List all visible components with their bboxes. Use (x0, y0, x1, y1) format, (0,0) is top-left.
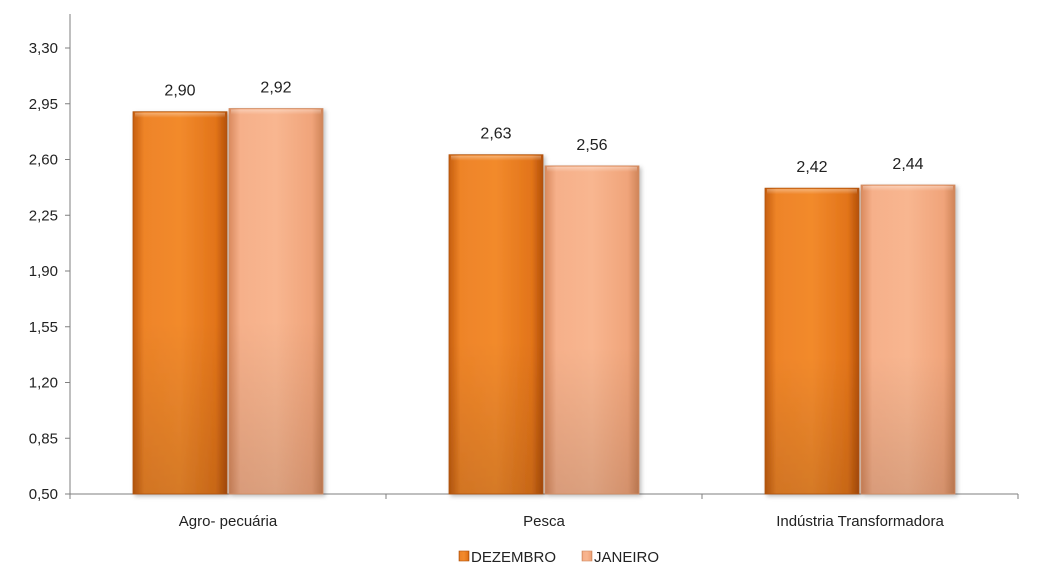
bar-dezembro (448, 154, 544, 495)
data-label: 2,42 (796, 159, 827, 176)
bar-shade-bottom (229, 320, 323, 494)
bar-janeiro (544, 165, 640, 495)
y-tick-label: 0,85 (29, 430, 58, 447)
bar-shade-bottom (765, 356, 859, 494)
bar-janeiro (860, 184, 956, 495)
y-tick-label: 2,95 (29, 96, 58, 113)
bar-shade-bottom (545, 346, 639, 494)
y-tick-label: 1,20 (29, 375, 58, 392)
y-tick-label: 1,55 (29, 319, 58, 336)
bar-outline (228, 108, 324, 495)
bar-bevel-top (547, 166, 637, 172)
data-label: 2,92 (260, 80, 291, 97)
bar-bevel-top (231, 109, 321, 115)
y-tick-label: 2,25 (29, 207, 58, 224)
legend-label: DEZEMBRO (471, 549, 556, 566)
bar-outline (544, 165, 640, 495)
bar-janeiro (228, 108, 324, 495)
bar-bevel-top (135, 112, 225, 118)
data-label: 2,44 (892, 156, 923, 173)
bar-bevel-top (451, 155, 541, 161)
legend-swatch (581, 550, 593, 562)
legend-label: JANEIRO (594, 549, 659, 566)
bar-shade-bottom (861, 354, 955, 494)
bar-shade-bottom (133, 321, 227, 494)
bar-outline (132, 111, 228, 495)
bar-outline (764, 187, 860, 495)
data-label: 2,90 (164, 83, 195, 100)
x-category-label: Agro- pecuária (179, 513, 278, 530)
legend: DEZEMBRO JANEIRO (458, 549, 659, 566)
legend-swatch (458, 550, 470, 562)
legend-item-dezembro: DEZEMBRO (458, 549, 556, 566)
x-category-label: Indústria Transformadora (776, 513, 944, 530)
data-labels: 2,90 2,92 2,63 2,56 2,42 2,44 (164, 80, 923, 177)
x-category-label: Pesca (523, 513, 565, 530)
data-label: 2,63 (480, 126, 511, 143)
y-tick-label: 2,60 (29, 152, 58, 169)
bar-outline (448, 154, 544, 495)
bar-outline (860, 184, 956, 495)
bar-bevel-top (863, 185, 953, 191)
y-tick-label: 1,90 (29, 263, 58, 280)
bar-dezembro (764, 187, 860, 495)
bars (132, 108, 956, 495)
y-tick-label: 3,30 (29, 40, 58, 57)
data-label: 2,56 (576, 137, 607, 154)
legend-item-janeiro: JANEIRO (581, 549, 659, 566)
bar-shade-bottom (449, 341, 543, 494)
bar-bevel-top (767, 189, 857, 195)
axes: 0,50 0,85 1,20 1,55 1,90 2,25 2,60 2,95 3,30 Agro… (29, 14, 1019, 530)
bar-dezembro (132, 111, 228, 495)
y-tick-label: 0,50 (29, 486, 58, 503)
